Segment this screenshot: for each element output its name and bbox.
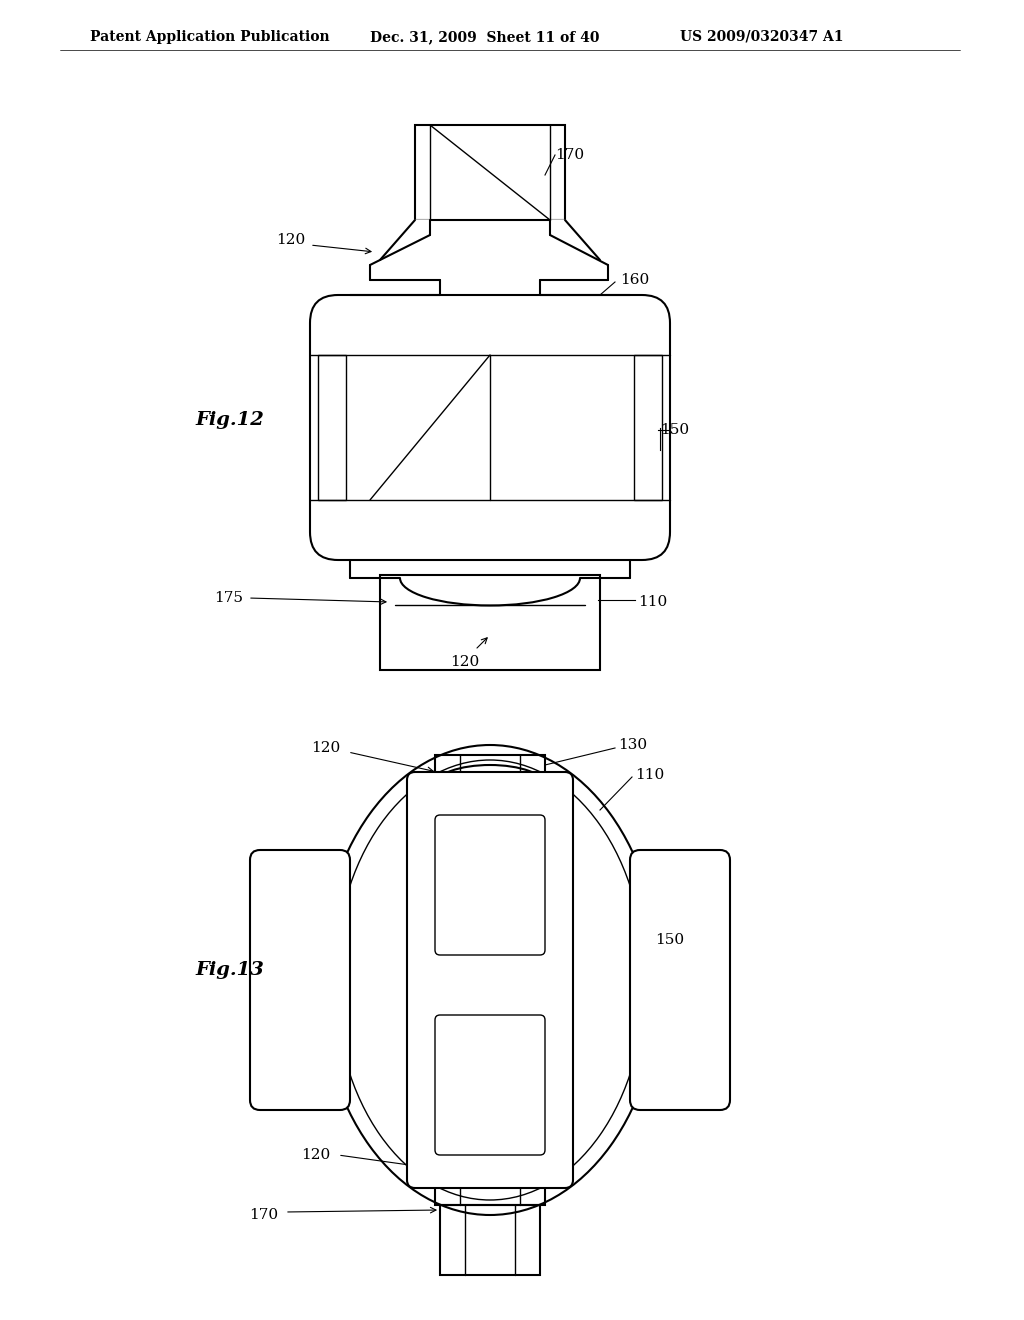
Text: 120: 120 [301,1148,330,1162]
Bar [435,755,545,785]
Text: 110: 110 [638,595,668,609]
FancyBboxPatch shape [407,772,573,1188]
Polygon shape [370,220,430,260]
Text: 110: 110 [635,768,665,781]
Text: Fig.13: Fig.13 [195,961,264,979]
FancyBboxPatch shape [310,294,670,560]
Text: Fig.12: Fig.12 [195,411,264,429]
Text: 170: 170 [555,148,584,162]
FancyBboxPatch shape [435,1015,545,1155]
Text: Dec. 31, 2009  Sheet 11 of 40: Dec. 31, 2009 Sheet 11 of 40 [370,30,599,44]
FancyBboxPatch shape [435,814,545,954]
Text: 175: 175 [214,591,243,605]
Polygon shape [550,220,610,260]
FancyBboxPatch shape [630,850,730,1110]
Text: 160: 160 [620,273,649,286]
Bar [318,355,346,500]
Bar [380,576,600,671]
Text: 120: 120 [310,741,340,755]
Ellipse shape [319,744,660,1214]
FancyBboxPatch shape [250,850,350,1110]
Bar [440,1205,540,1275]
Text: 150: 150 [655,933,684,946]
Text: 130: 130 [618,738,647,752]
Bar [435,1175,545,1205]
Text: US 2009/0320347 A1: US 2009/0320347 A1 [680,30,844,44]
Text: 120: 120 [275,234,305,247]
Text: 150: 150 [660,422,689,437]
Text: 120: 120 [451,655,479,669]
Bar [634,355,662,500]
Text: Patent Application Publication: Patent Application Publication [90,30,330,44]
Text: 170: 170 [249,1208,278,1222]
Bar [415,125,565,220]
